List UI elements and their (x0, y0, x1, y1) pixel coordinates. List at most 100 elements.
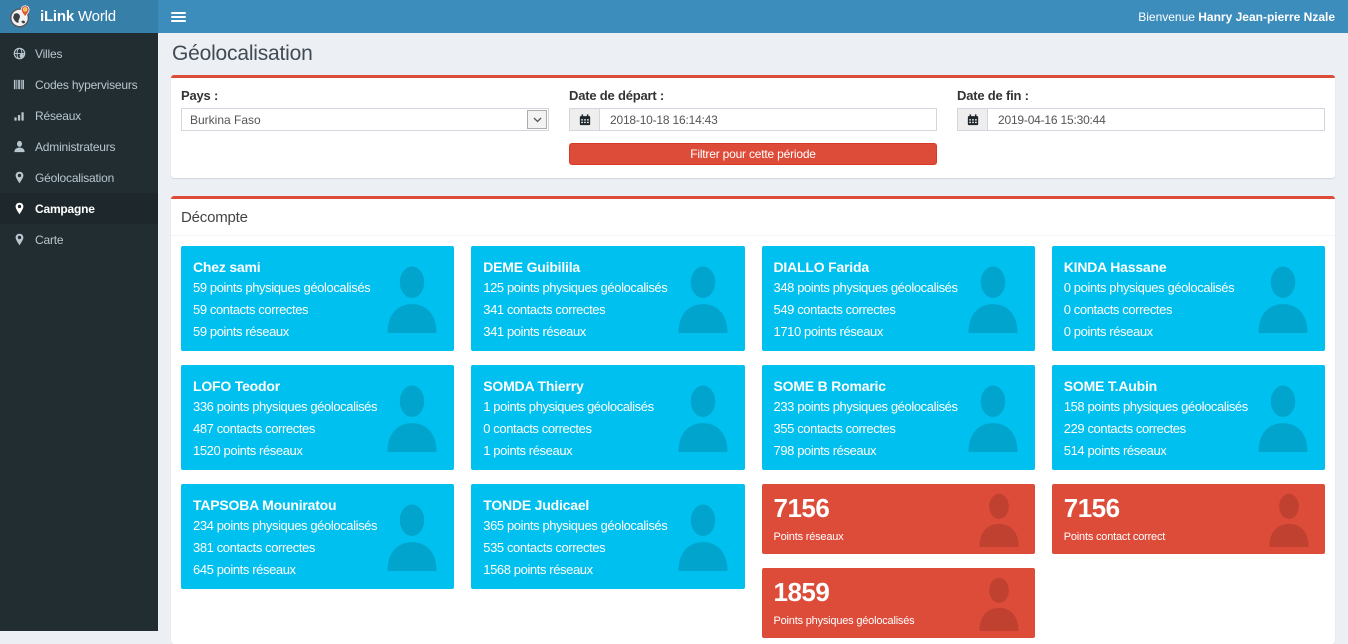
chevron-down-icon[interactable] (527, 110, 547, 129)
stat-line: 0 contacts correctes (483, 421, 592, 436)
sidebar-item-label: Villes (35, 46, 63, 61)
cards-column-1: Chez sami 59 points physiques géolocalis… (181, 246, 455, 638)
stat-line: 798 points réseaux (773, 443, 877, 458)
agent-card: SOME T.Aubin 158 points physiques géoloc… (1051, 365, 1325, 470)
cards-column-2: DEME Guibilila 125 points physiques géol… (471, 246, 745, 638)
date-end-label: Date de fin : (957, 88, 1029, 103)
agent-card: TAPSOBA Mouniratou 234 points physiques … (181, 484, 455, 589)
person-icon (1255, 263, 1311, 338)
stat-line: 341 points réseaux (483, 324, 586, 339)
agent-card: DEME Guibilila 125 points physiques géol… (471, 246, 745, 351)
person-icon (965, 263, 1021, 338)
person-icon (1266, 491, 1312, 552)
stat-line: 336 points physiques géolocalisés (193, 399, 378, 414)
agent-card: LOFO Teodor 336 points physiques géoloca… (181, 365, 455, 470)
brand-title: iLink World (40, 8, 116, 25)
stat-line: 0 contacts correctes (1063, 302, 1173, 317)
date-end-input-group: 2019-04-16 15:30:44 (957, 108, 1325, 131)
total-card-points-contact: 7156 Points contact correct (1051, 484, 1325, 554)
app-logo[interactable]: iLink World (0, 0, 158, 33)
country-label: Pays : (181, 88, 219, 103)
sidebar-item-label: Carte (35, 232, 64, 247)
section-title: Décompte (171, 199, 1335, 236)
stat-line: 549 contacts correctes (773, 302, 896, 317)
agent-name: Chez sami (193, 259, 261, 275)
agent-name: DEME Guibilila (483, 259, 581, 275)
sidebar-item-villes[interactable]: Villes (0, 38, 158, 69)
stat-line: 487 contacts correctes (193, 421, 315, 436)
date-start-input[interactable]: 2018-10-18 16:14:43 (610, 112, 718, 127)
country-select-value: Burkina Faso (190, 112, 261, 127)
stat-line: 125 points physiques géolocalisés (483, 280, 668, 295)
agent-card: SOMDA Thierry 1 points physiques géoloca… (471, 365, 745, 470)
sidebar-item-campagne[interactable]: Campagne (0, 193, 158, 224)
date-start-field: Date de départ : 2018-10-18 16:14:43 Fil… (569, 88, 937, 165)
stat-line: 234 points physiques géolocalisés (193, 518, 378, 533)
stat-line: 355 contacts correctes (773, 421, 896, 436)
stat-line: 59 points physiques géolocalisés (193, 280, 371, 295)
signal-bars-icon (13, 109, 26, 122)
person-icon (976, 491, 1022, 552)
barcode-icon (13, 78, 26, 91)
total-card-points-physiques: 1859 Points physiques géolocalisés (761, 568, 1035, 638)
total-card-points-reseaux: 7156 Points réseaux (761, 484, 1035, 554)
stat-line: 1520 points réseaux (193, 443, 303, 458)
top-navbar: Bienvenue Hanry Jean-pierre Nzale (158, 0, 1348, 33)
stat-line: 381 contacts correctes (193, 540, 315, 555)
agent-name: LOFO Teodor (193, 378, 280, 394)
sidebar: iLink World Villes Codes hyperviseurs Ré… (0, 0, 158, 631)
map-marker-icon (13, 233, 26, 246)
calendar-icon (958, 109, 988, 130)
sidebar-item-label: Réseaux (35, 108, 81, 123)
main-content: Géolocalisation Pays : Burkina Faso Date… (158, 33, 1348, 644)
country-select[interactable]: Burkina Faso (181, 108, 549, 131)
stat-line: 1 points physiques géolocalisés (483, 399, 654, 414)
date-end-input[interactable]: 2019-04-16 15:30:44 (998, 112, 1106, 127)
cards-grid: Chez sami 59 points physiques géolocalis… (171, 236, 1335, 638)
filter-box: Pays : Burkina Faso Date de départ : 201… (171, 75, 1335, 178)
map-marker-icon (13, 202, 26, 215)
total-value: 1859 (773, 577, 830, 607)
person-icon (384, 263, 440, 338)
sidebar-item-label: Géolocalisation (35, 170, 115, 185)
agent-name: SOME B Romaric (773, 378, 887, 394)
agent-card: TONDE Judicael 365 points physiques géol… (471, 484, 745, 589)
person-icon (976, 575, 1022, 636)
sidebar-item-administrateurs[interactable]: Administrateurs (0, 131, 158, 162)
stat-line: 59 contacts correctes (193, 302, 309, 317)
sidebar-item-reseaux[interactable]: Réseaux (0, 100, 158, 131)
page-title: Géolocalisation (172, 42, 313, 65)
agent-card: Chez sami 59 points physiques géolocalis… (181, 246, 455, 351)
globe-pin-logo-icon (9, 4, 33, 29)
sidebar-menu: Villes Codes hyperviseurs Réseaux Admini… (0, 33, 158, 255)
stat-line: 1 points réseaux (483, 443, 573, 458)
person-icon (965, 382, 1021, 457)
total-label: Points contact correct (1063, 531, 1166, 543)
stat-line: 1710 points réseaux (773, 324, 884, 339)
stat-line: 341 contacts correctes (483, 302, 606, 317)
welcome-message: Bienvenue Hanry Jean-pierre Nzale (1138, 9, 1335, 24)
filter-period-button[interactable]: Filtrer pour cette période (569, 143, 937, 165)
map-marker-icon (13, 171, 26, 184)
count-box: Décompte Chez sami 59 points physiques g… (171, 196, 1335, 644)
sidebar-item-label: Campagne (35, 201, 95, 216)
agent-name: SOME T.Aubin (1063, 378, 1158, 394)
stat-line: 233 points physiques géolocalisés (773, 399, 959, 414)
total-value: 7156 (1063, 493, 1120, 523)
total-value: 7156 (773, 493, 830, 523)
user-name: Hanry Jean-pierre Nzale (1198, 9, 1335, 24)
sidebar-toggle-icon[interactable] (171, 11, 186, 22)
sidebar-item-label: Codes hyperviseurs (35, 77, 138, 92)
agent-name: KINDA Hassane (1063, 259, 1167, 275)
agent-name: DIALLO Farida (773, 259, 870, 275)
total-label: Points réseaux (773, 531, 844, 543)
user-icon (13, 140, 26, 153)
agent-name: TONDE Judicael (483, 497, 590, 513)
stat-line: 348 points physiques géolocalisés (773, 280, 959, 295)
sidebar-item-codes-hyperviseurs[interactable]: Codes hyperviseurs (0, 69, 158, 100)
sidebar-item-carte[interactable]: Carte (0, 224, 158, 255)
calendar-icon (570, 109, 600, 130)
sidebar-item-geolocalisation[interactable]: Géolocalisation (0, 162, 158, 193)
stat-line: 229 contacts correctes (1063, 421, 1186, 436)
stat-line: 0 points réseaux (1063, 324, 1153, 339)
